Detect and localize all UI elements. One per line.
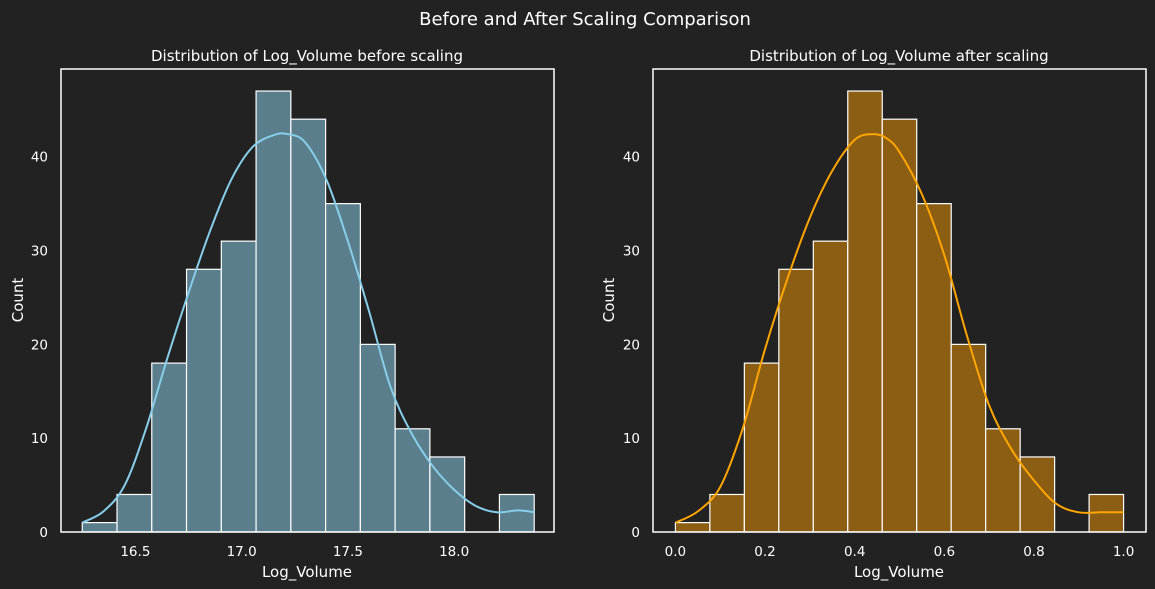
x-tick-label: 0.6 — [934, 544, 955, 560]
histogram-bar — [950, 343, 987, 533]
histogram-bar — [812, 240, 849, 533]
histogram-bar — [359, 343, 396, 533]
histogram-bar — [709, 493, 745, 533]
histogram-bar — [498, 493, 535, 533]
histogram-bar — [985, 428, 1021, 533]
y-tick-label: 0 — [39, 525, 48, 541]
figure-title: Before and After Scaling Comparison — [419, 9, 751, 30]
chart-title-before: Distribution of Log_Volume before scalin… — [151, 47, 463, 66]
y-tick-label: 20 — [623, 337, 640, 353]
y-tick-label: 20 — [31, 337, 48, 353]
y-axis-label-after: Count — [600, 278, 618, 323]
y-axis-label-before: Count — [9, 278, 27, 323]
x-axis-label-after: Log_Volume — [854, 563, 944, 582]
histogram-bar — [778, 268, 814, 533]
kde-line-after — [674, 133, 1124, 524]
histogram-bar — [185, 268, 222, 533]
y-tick-label: 0 — [631, 525, 640, 541]
histogram-bar — [674, 522, 711, 533]
y-tick-label: 40 — [31, 150, 48, 166]
histogram-bar — [116, 493, 153, 533]
histogram-bar — [290, 118, 327, 533]
histogram-bar — [220, 240, 257, 533]
y-tick-label: 30 — [31, 244, 48, 260]
histogram-bar — [394, 428, 431, 533]
x-tick-label: 17.0 — [227, 544, 257, 560]
histogram-bar — [881, 118, 918, 533]
plot-frame-after — [652, 68, 1147, 533]
x-tick-label: 0.2 — [754, 544, 775, 560]
x-tick-label: 17.5 — [333, 544, 363, 560]
y-tick-label: 40 — [623, 150, 640, 166]
plot-frame-before — [60, 68, 555, 533]
chart-title-after: Distribution of Log_Volume after scaling — [749, 47, 1048, 66]
histogram-bar — [847, 90, 883, 533]
x-tick-label: 16.5 — [120, 544, 150, 560]
y-tick-label: 10 — [623, 431, 640, 447]
x-tick-label: 18.0 — [439, 544, 469, 560]
histogram-bar — [743, 362, 780, 533]
histogram-bar — [255, 90, 292, 533]
x-tick-label: 1.0 — [1113, 544, 1134, 560]
histogram-bar — [916, 203, 952, 533]
chart-before-scaling: Distribution of Log_Volume before scalin… — [9, 47, 555, 582]
histogram-bar — [325, 203, 361, 533]
histogram-bar — [81, 522, 118, 533]
histogram-bars-before — [81, 90, 535, 533]
x-axis-label-before: Log_Volume — [262, 563, 352, 582]
y-tick-label: 10 — [31, 431, 48, 447]
y-tick-label: 30 — [623, 244, 640, 260]
x-tick-label: 0.8 — [1023, 544, 1044, 560]
x-tick-label: 0.0 — [665, 544, 686, 560]
kde-line-before — [81, 132, 536, 524]
histogram-bar — [151, 362, 188, 533]
x-tick-label: 0.4 — [844, 544, 865, 560]
chart-after-scaling: Distribution of Log_Volume after scaling… — [600, 47, 1147, 582]
